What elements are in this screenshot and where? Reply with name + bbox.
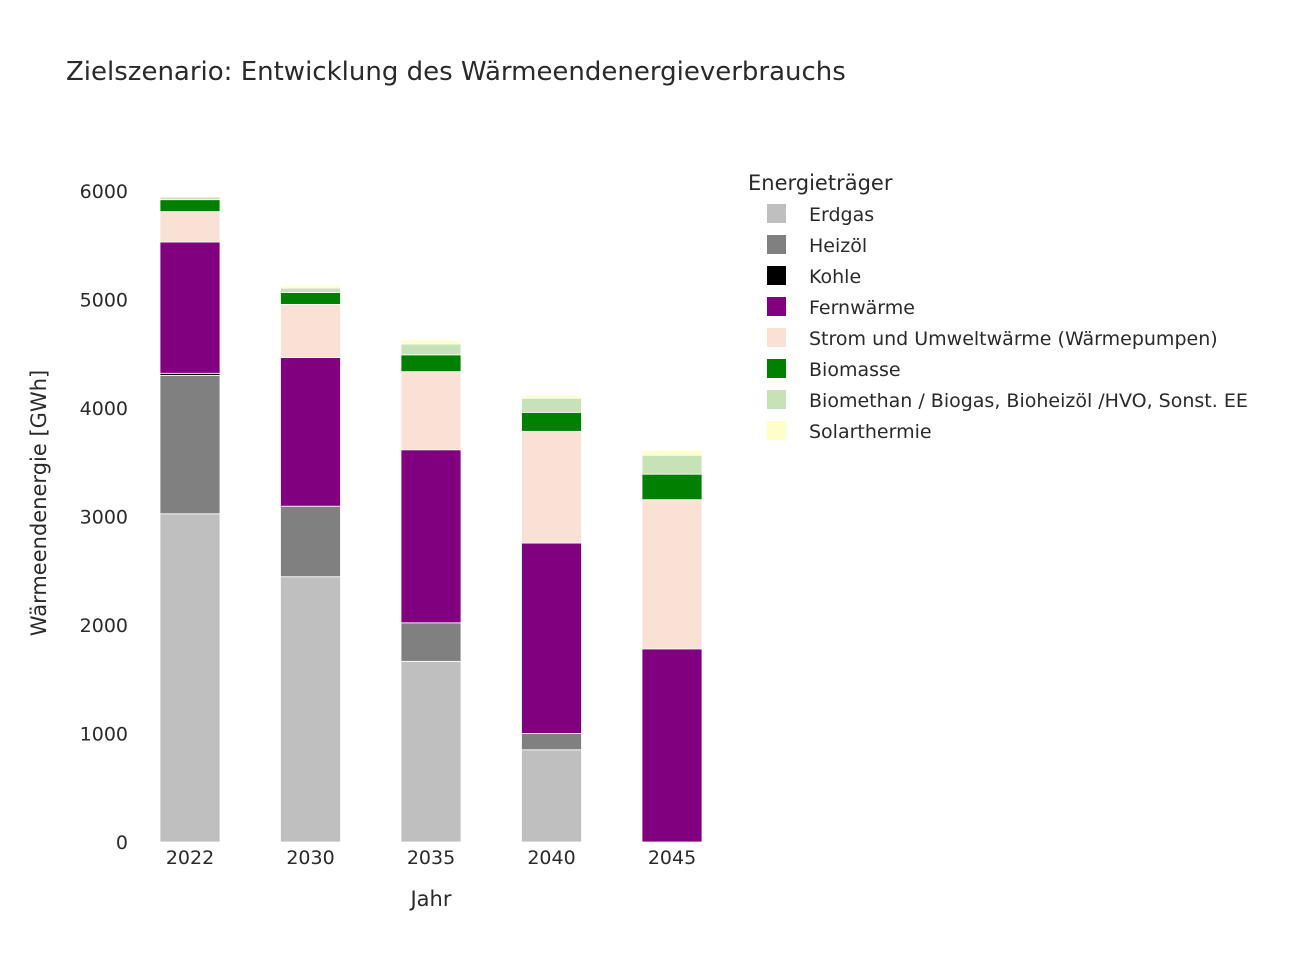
- legend-swatch: [767, 359, 786, 378]
- y-tick-label: 2000: [80, 615, 128, 637]
- bar-segment: [280, 303, 341, 358]
- bar-segment: [521, 411, 582, 432]
- bar-segment: [159, 199, 221, 213]
- bar-segment: [400, 339, 462, 345]
- bar-segment: [641, 499, 703, 650]
- x-tick-label: 2022: [166, 847, 214, 869]
- x-tick-label: 2030: [286, 847, 334, 869]
- x-tick-label: 2040: [527, 847, 575, 869]
- x-tick-label: 2035: [407, 847, 455, 869]
- y-tick-label: 5000: [80, 290, 128, 312]
- legend-swatch: [767, 421, 786, 440]
- bar-segment: [521, 397, 582, 413]
- bar-segment: [159, 513, 221, 843]
- bar-segment: [280, 576, 341, 843]
- bar-segment: [159, 195, 221, 198]
- y-tick-label: 3000: [80, 507, 128, 529]
- legend-swatch: [767, 297, 786, 316]
- y-axis: 0 1000 2000 3000 4000 5000 6000: [80, 181, 128, 854]
- chart-title: Zielszenario: Entwicklung des Wärmeenden…: [66, 57, 846, 87]
- bar-segment: [159, 211, 221, 243]
- bar-segment: [521, 542, 582, 734]
- y-tick-label: 1000: [80, 724, 128, 746]
- legend-swatch: [767, 266, 786, 285]
- bar-segment: [521, 430, 582, 544]
- bar-segment: [641, 454, 703, 475]
- y-tick-label: 4000: [80, 398, 128, 420]
- bar-segment: [280, 292, 341, 305]
- y-axis-title: Wärmeendenergie [GWh]: [27, 370, 51, 636]
- legend-swatch: [767, 204, 786, 223]
- legend-swatch: [767, 328, 786, 347]
- y-tick-label: 0: [116, 832, 128, 854]
- bar-segment: [400, 660, 462, 843]
- bar-segment: [641, 473, 703, 501]
- legend-label: Heizöl: [809, 235, 867, 257]
- legend-label: Fernwärme: [809, 297, 915, 319]
- bar-segment: [641, 449, 703, 456]
- bar-segment: [159, 196, 221, 201]
- bar-segment: [400, 354, 462, 373]
- legend-swatch: [767, 390, 786, 409]
- bar-segment: [280, 287, 341, 293]
- bar-segment: [521, 733, 582, 751]
- legend-label: Solarthermie: [809, 421, 932, 443]
- bar-segment: [521, 395, 582, 399]
- y-tick-label: 6000: [80, 181, 128, 203]
- x-axis: 2022 2030 2035 2040 2045: [166, 847, 696, 869]
- legend-label: Erdgas: [809, 204, 874, 226]
- legend-label: Biomethan / Biogas, Bioheizöl /HVO, Sons…: [809, 390, 1248, 412]
- legend-label: Biomasse: [809, 359, 901, 381]
- bar-segment: [641, 648, 703, 843]
- bars: [159, 195, 703, 843]
- legend-swatch: [767, 235, 786, 254]
- bar-segment: [400, 343, 462, 356]
- bar-segment: [400, 449, 462, 624]
- bar-segment: [521, 749, 582, 843]
- bar-segment: [159, 241, 221, 374]
- legend-label: Strom und Umweltwärme (Wärmepumpen): [809, 328, 1218, 350]
- legend-label: Kohle: [809, 266, 861, 288]
- bar-segment: [400, 622, 462, 662]
- legend-title: Energieträger: [748, 171, 893, 195]
- x-axis-title: Jahr: [408, 887, 451, 911]
- x-tick-label: 2045: [648, 847, 696, 869]
- bar-segment: [400, 371, 462, 451]
- bar-segment: [159, 375, 221, 515]
- bar-segment: [280, 505, 341, 578]
- bar-segment: [280, 284, 341, 289]
- bar-segment: [280, 357, 341, 507]
- legend: Energieträger Erdgas Heizöl Kohle Fernwärme…: [748, 171, 1248, 443]
